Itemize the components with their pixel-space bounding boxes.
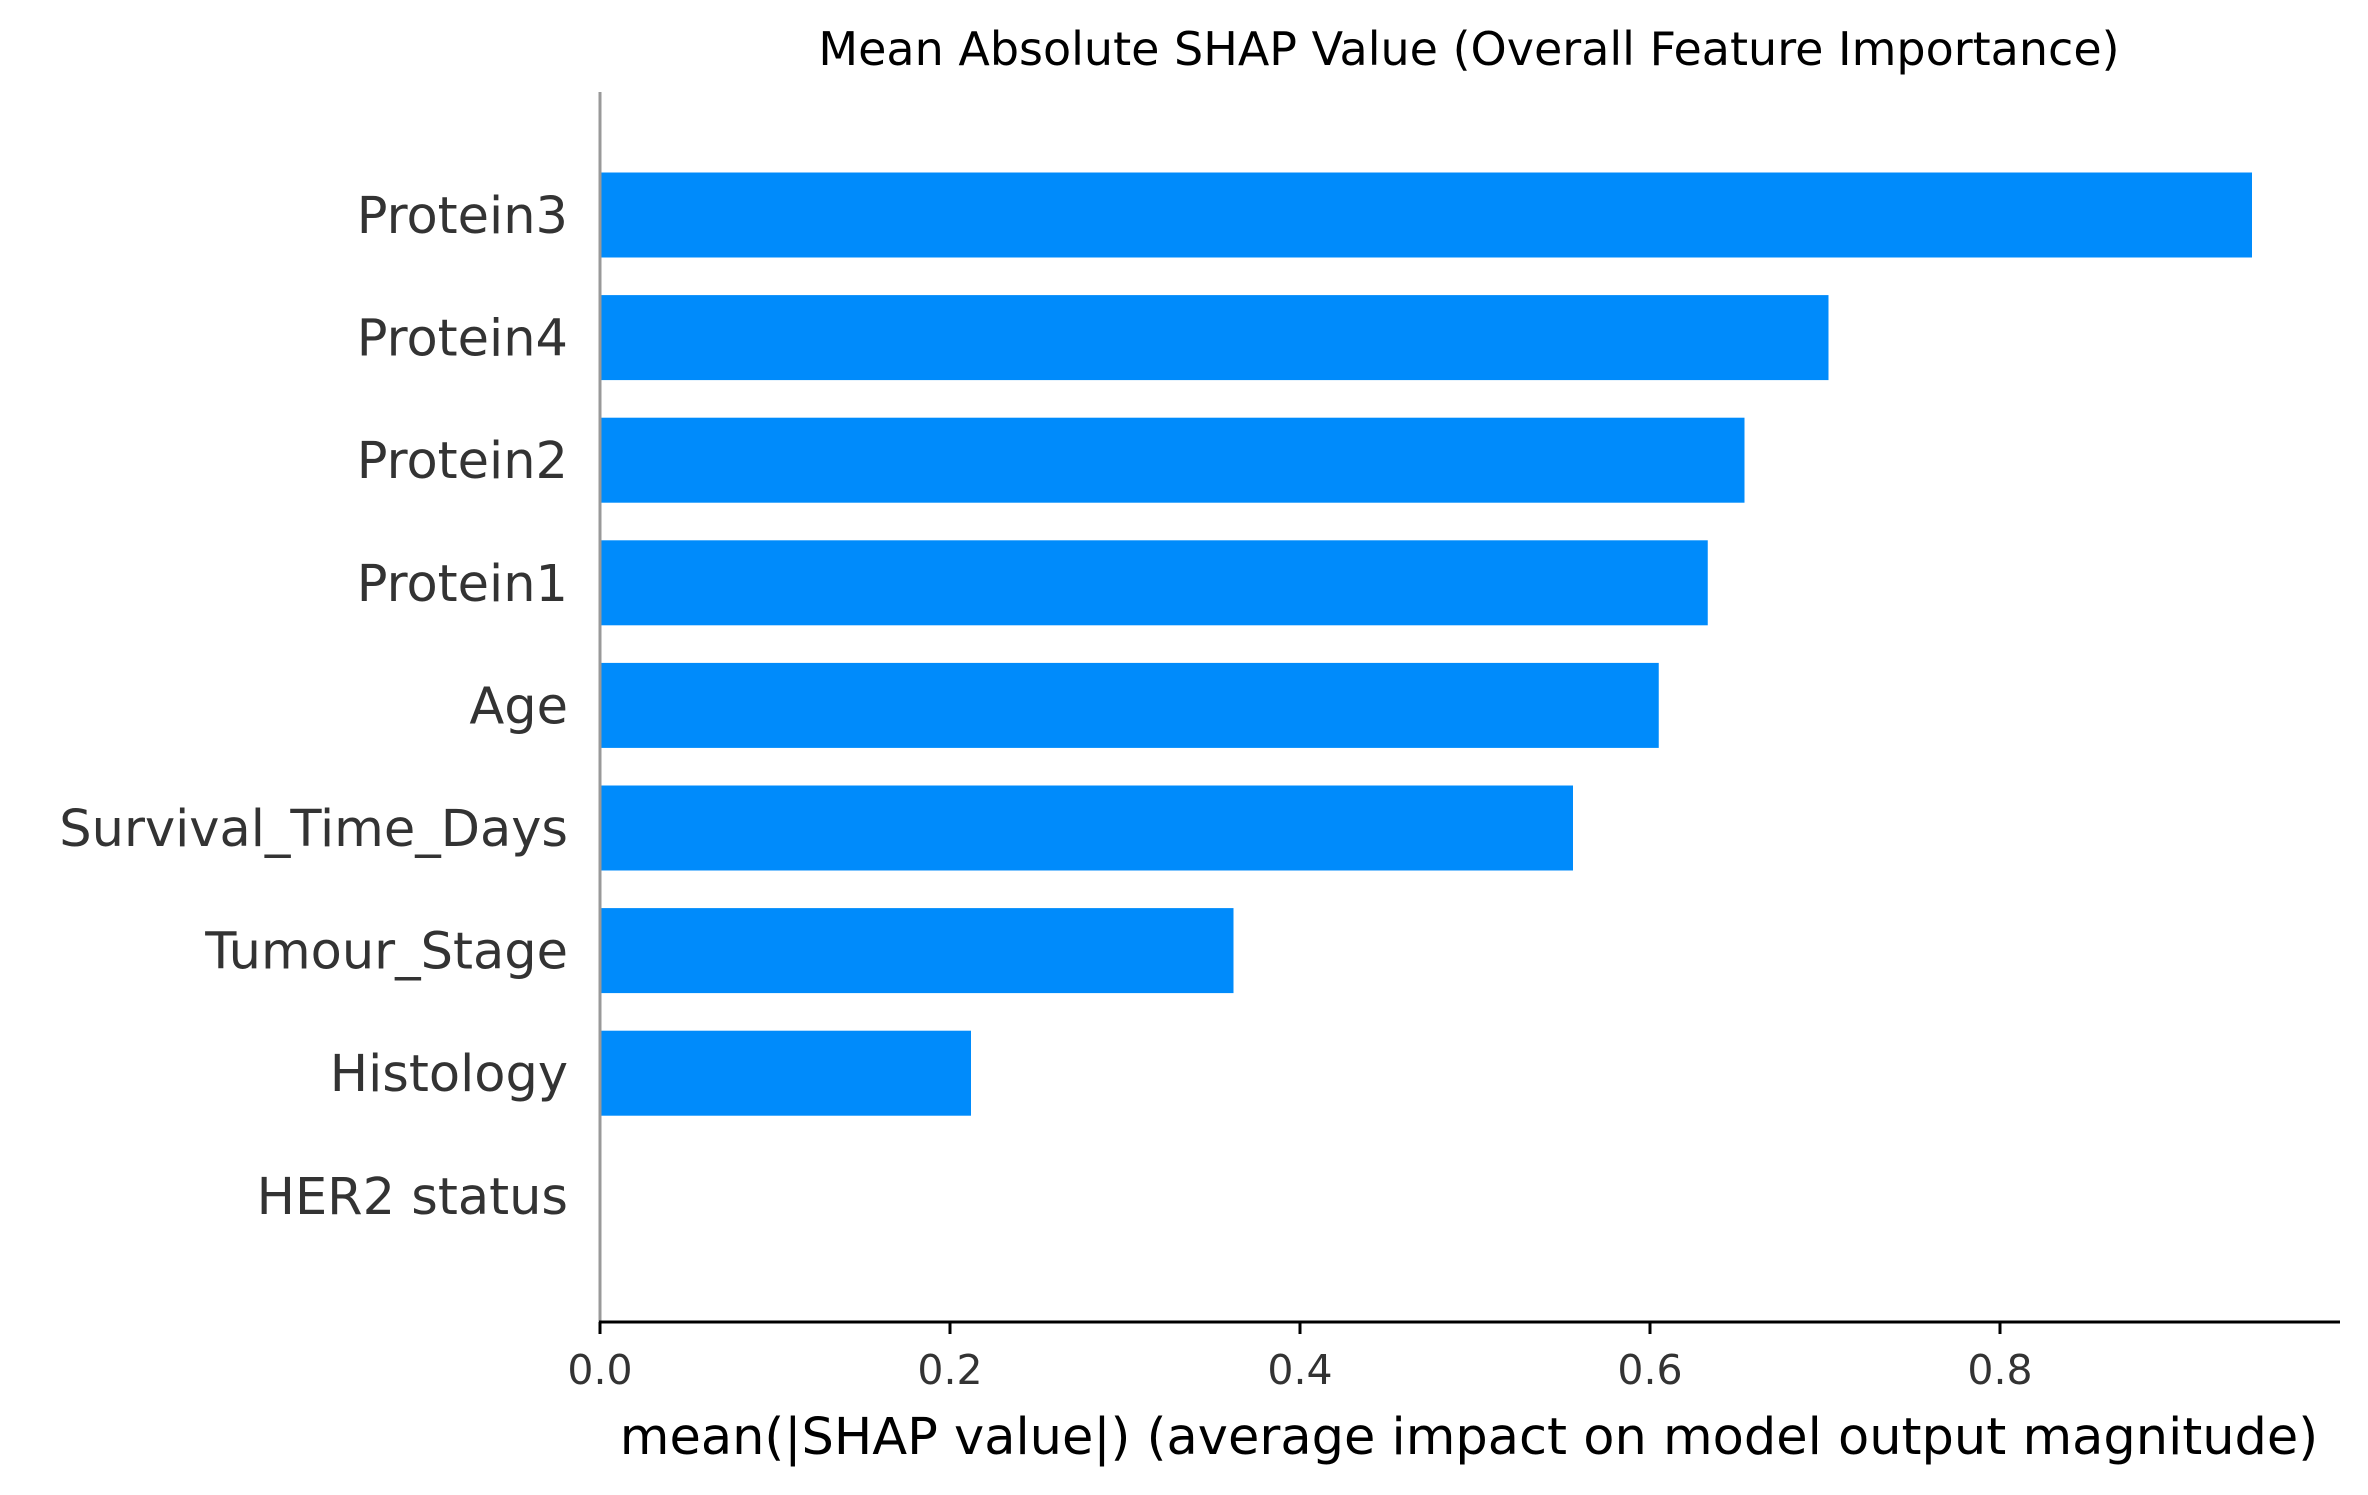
x-tick-label: 0.2 — [917, 1346, 982, 1394]
category-label-survival-time-days: Survival_Time_Days — [59, 800, 568, 859]
category-label-protein1: Protein1 — [357, 555, 568, 614]
bar-protein1 — [600, 540, 1708, 626]
bar-survival-time-days — [600, 785, 1573, 871]
category-label-tumour-stage: Tumour_Stage — [204, 923, 568, 982]
x-tick-label: 0.6 — [1617, 1346, 1682, 1394]
x-axis-ticks: 0.0 0.2 0.4 0.6 0.8 — [567, 1322, 2033, 1394]
chart-title: Mean Absolute SHAP Value (Overall Featur… — [818, 22, 2119, 76]
category-label-protein3: Protein3 — [357, 187, 568, 246]
bar-tumour-stage — [600, 908, 1234, 994]
bars-group — [600, 172, 2252, 1116]
category-label-histology: Histology — [330, 1045, 568, 1104]
x-tick-label: 0.4 — [1267, 1346, 1332, 1394]
category-labels: Protein3 Protein4 Protein2 Protein1 Age Survi… — [59, 187, 568, 1227]
bar-histology — [600, 1030, 971, 1116]
bar-protein4 — [600, 295, 1829, 381]
category-label-protein2: Protein2 — [357, 432, 568, 491]
category-label-her2-status: HER2 status — [257, 1168, 568, 1227]
bar-protein2 — [600, 417, 1745, 503]
bar-protein3 — [600, 172, 2252, 258]
category-label-age: Age — [469, 677, 568, 736]
bar-age — [600, 662, 1659, 748]
x-tick-label: 0.0 — [567, 1346, 632, 1394]
x-axis-label: mean(|SHAP value|) (average impact on mo… — [620, 1408, 2318, 1467]
category-label-protein4: Protein4 — [357, 310, 568, 369]
x-tick-label: 0.8 — [1967, 1346, 2032, 1394]
